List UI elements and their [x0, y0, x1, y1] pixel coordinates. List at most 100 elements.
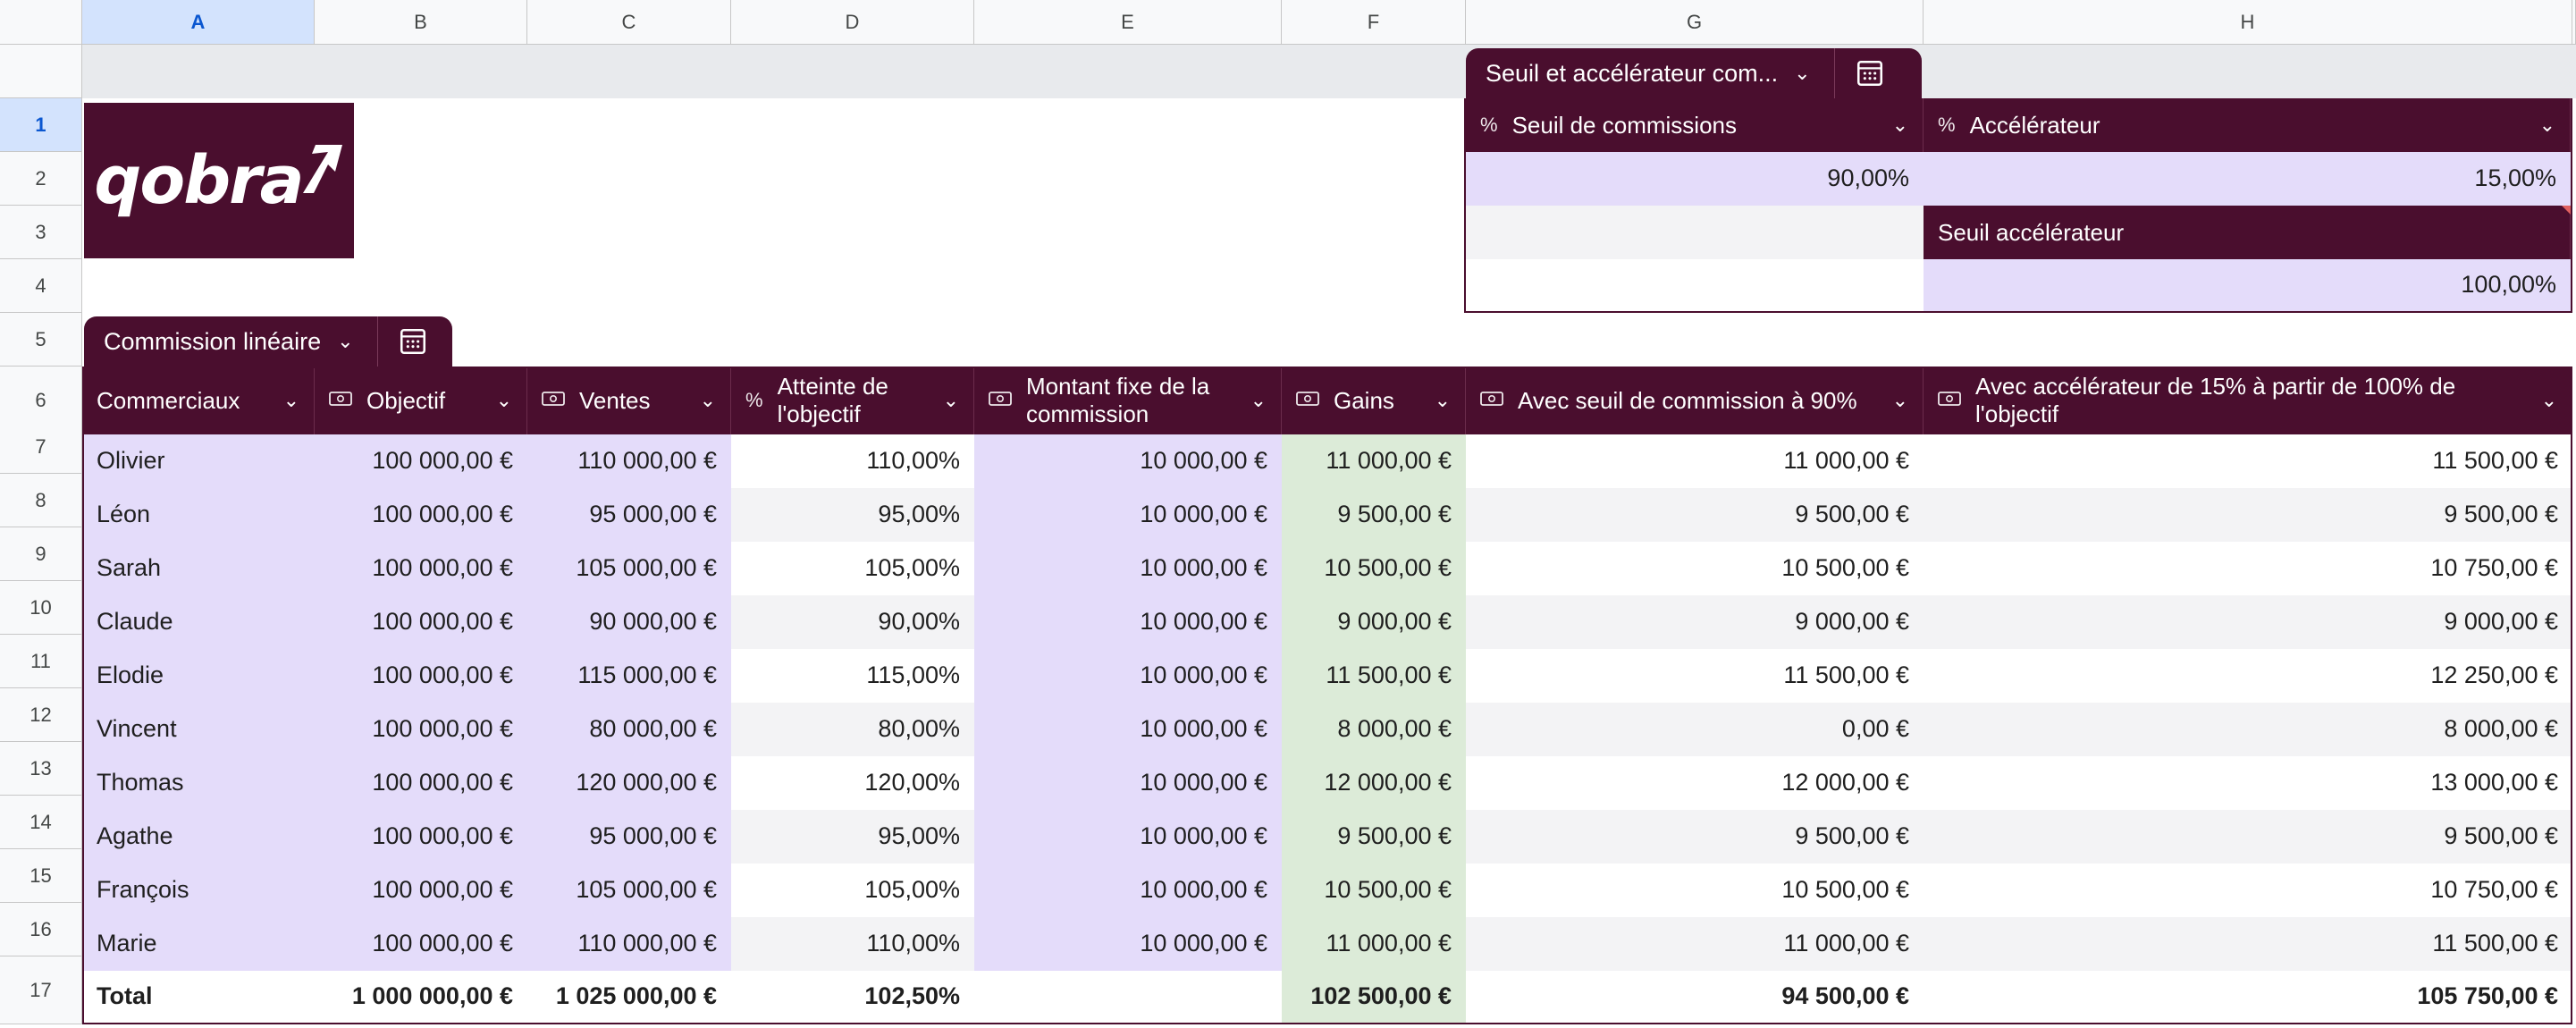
- column-header-a[interactable]: A: [82, 0, 315, 45]
- table-cell[interactable]: 0,00 €: [1466, 703, 1924, 756]
- salesperson-name-cell[interactable]: François: [82, 864, 315, 917]
- column-header-cell-1[interactable]: Objectif ⌄: [315, 367, 527, 434]
- column-header-g[interactable]: G: [1466, 0, 1924, 45]
- table-cell[interactable]: 9 500,00 €: [1924, 810, 2572, 864]
- table-cell[interactable]: 11 000,00 €: [1466, 434, 1924, 488]
- salesperson-name-cell[interactable]: Thomas: [82, 756, 315, 810]
- row-header-9[interactable]: 9: [0, 527, 82, 581]
- table-cell[interactable]: 10 000,00 €: [974, 649, 1282, 703]
- table-cell[interactable]: 80 000,00 €: [527, 703, 731, 756]
- table-cell[interactable]: 9 500,00 €: [1924, 488, 2572, 542]
- table-cell[interactable]: 105,00%: [731, 864, 974, 917]
- table-cell[interactable]: 100 000,00 €: [315, 649, 527, 703]
- commission-table-tab[interactable]: Commission linéaire ⌄: [84, 316, 452, 367]
- salesperson-name-cell[interactable]: Marie: [82, 917, 315, 971]
- table-cell[interactable]: 10 750,00 €: [1924, 864, 2572, 917]
- table-cell[interactable]: 12 000,00 €: [1282, 756, 1466, 810]
- table-cell[interactable]: 11 000,00 €: [1466, 917, 1924, 971]
- table-cell[interactable]: 10 500,00 €: [1282, 864, 1466, 917]
- table-cell[interactable]: 115,00%: [731, 649, 974, 703]
- chevron-down-icon[interactable]: ⌄: [942, 389, 959, 411]
- total-cell[interactable]: 102,50%: [731, 971, 974, 1023]
- table-cell[interactable]: 95,00%: [731, 810, 974, 864]
- salesperson-name-cell[interactable]: Léon: [82, 488, 315, 542]
- column-header-cell-6[interactable]: Avec seuil de commission à 90% ⌄: [1466, 367, 1924, 434]
- table-cell[interactable]: 105 000,00 €: [527, 542, 731, 595]
- column-header-c[interactable]: C: [527, 0, 731, 45]
- column-header-d[interactable]: D: [731, 0, 974, 45]
- column-header-e[interactable]: E: [974, 0, 1282, 45]
- accelerator-threshold-value-cell[interactable]: 100,00%: [1924, 259, 2571, 311]
- table-cell[interactable]: 10 000,00 €: [974, 703, 1282, 756]
- row-header-13[interactable]: 13: [0, 742, 82, 796]
- salesperson-name-cell[interactable]: Vincent: [82, 703, 315, 756]
- salesperson-name-cell[interactable]: Agathe: [82, 810, 315, 864]
- table-cell[interactable]: 10 000,00 €: [974, 488, 1282, 542]
- chevron-down-icon[interactable]: ⌄: [1891, 114, 1908, 136]
- table-cell[interactable]: 11 500,00 €: [1924, 917, 2572, 971]
- accelerator-value-cell[interactable]: 15,00%: [1924, 152, 2571, 206]
- table-cell[interactable]: 105 000,00 €: [527, 864, 731, 917]
- table-cell[interactable]: 100 000,00 €: [315, 595, 527, 649]
- column-header-cell-0[interactable]: Commerciaux ⌄: [82, 367, 315, 434]
- accelerator-threshold-header[interactable]: Seuil accélérateur: [1924, 206, 2571, 259]
- calculator-icon[interactable]: [398, 326, 428, 357]
- chevron-down-icon[interactable]: ⌄: [337, 330, 354, 352]
- chevron-down-icon[interactable]: ⌄: [2540, 389, 2557, 411]
- empty-cell[interactable]: [1466, 259, 1924, 311]
- table-cell[interactable]: 11 500,00 €: [1924, 434, 2572, 488]
- table-cell[interactable]: 10 000,00 €: [974, 917, 1282, 971]
- table-cell[interactable]: 9 500,00 €: [1466, 810, 1924, 864]
- chevron-down-icon[interactable]: ⌄: [699, 389, 716, 411]
- row-header-8[interactable]: 8: [0, 474, 82, 527]
- table-cell[interactable]: 10 000,00 €: [974, 595, 1282, 649]
- row-header-11[interactable]: 11: [0, 635, 82, 688]
- table-cell[interactable]: 10 750,00 €: [1924, 542, 2572, 595]
- table-cell[interactable]: 9 500,00 €: [1466, 488, 1924, 542]
- salesperson-name-cell[interactable]: Claude: [82, 595, 315, 649]
- empty-cell[interactable]: [1466, 206, 1924, 259]
- table-cell[interactable]: 100 000,00 €: [315, 434, 527, 488]
- chevron-down-icon[interactable]: ⌄: [1250, 389, 1267, 411]
- total-cell[interactable]: 102 500,00 €: [1282, 971, 1466, 1023]
- row-header-4[interactable]: 4: [0, 259, 82, 313]
- table-cell[interactable]: 11 500,00 €: [1282, 649, 1466, 703]
- row-header-12[interactable]: 12: [0, 688, 82, 742]
- table-cell[interactable]: 12 000,00 €: [1466, 756, 1924, 810]
- row-header-7[interactable]: 7: [0, 420, 82, 474]
- row-header-14[interactable]: 14: [0, 796, 82, 849]
- total-label-cell[interactable]: Total: [82, 971, 315, 1023]
- table-cell[interactable]: 9 000,00 €: [1282, 595, 1466, 649]
- table-cell[interactable]: 10 000,00 €: [974, 864, 1282, 917]
- table-cell[interactable]: 95 000,00 €: [527, 810, 731, 864]
- table-cell[interactable]: 95 000,00 €: [527, 488, 731, 542]
- table-cell[interactable]: 100 000,00 €: [315, 756, 527, 810]
- table-cell[interactable]: 8 000,00 €: [1282, 703, 1466, 756]
- table-cell[interactable]: 11 000,00 €: [1282, 917, 1466, 971]
- chevron-down-icon[interactable]: ⌄: [1794, 62, 1811, 84]
- table-cell[interactable]: 10 500,00 €: [1466, 542, 1924, 595]
- table-cell[interactable]: 9 500,00 €: [1282, 810, 1466, 864]
- table-cell[interactable]: 13 000,00 €: [1924, 756, 2572, 810]
- table-cell[interactable]: 10 000,00 €: [974, 810, 1282, 864]
- table-cell[interactable]: 9 500,00 €: [1282, 488, 1466, 542]
- calculator-icon[interactable]: [1855, 58, 1885, 88]
- column-header-cell-3[interactable]: % Atteinte de l'objectif ⌄: [731, 367, 974, 434]
- table-cell[interactable]: 90,00%: [731, 595, 974, 649]
- chevron-down-icon[interactable]: ⌄: [1891, 389, 1908, 411]
- chevron-down-icon[interactable]: ⌄: [2538, 114, 2555, 136]
- table-cell[interactable]: 90 000,00 €: [527, 595, 731, 649]
- table-cell[interactable]: 120 000,00 €: [527, 756, 731, 810]
- table-cell[interactable]: 95,00%: [731, 488, 974, 542]
- column-header-cell-5[interactable]: Gains ⌄: [1282, 367, 1466, 434]
- table-cell[interactable]: 110 000,00 €: [527, 434, 731, 488]
- row-header-15[interactable]: 15: [0, 849, 82, 903]
- total-cell[interactable]: 1 025 000,00 €: [527, 971, 731, 1023]
- salesperson-name-cell[interactable]: Sarah: [82, 542, 315, 595]
- table-cell[interactable]: 100 000,00 €: [315, 917, 527, 971]
- table-cell[interactable]: 9 000,00 €: [1924, 595, 2572, 649]
- row-header-17[interactable]: 17: [0, 956, 82, 1024]
- salesperson-name-cell[interactable]: Olivier: [82, 434, 315, 488]
- table-cell[interactable]: 10 500,00 €: [1282, 542, 1466, 595]
- table-cell[interactable]: 110,00%: [731, 434, 974, 488]
